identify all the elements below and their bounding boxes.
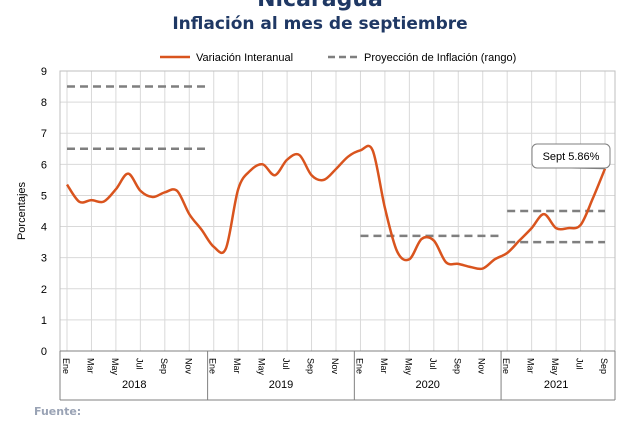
year-label: 2020 [415, 379, 439, 391]
year-label: 2021 [544, 379, 568, 391]
x-tick-label: Mar [85, 358, 95, 374]
x-tick-label: Ene [501, 358, 511, 374]
x-tick-label: May [257, 358, 267, 376]
source-label: Fuente: [34, 405, 82, 418]
y-tick-label: 4 [41, 222, 47, 234]
x-tick-label: Nov [183, 358, 193, 375]
x-tick-label: Nov [477, 358, 487, 375]
y-tick-label: 3 [41, 253, 47, 265]
y-axis-label: Porcentajes [16, 181, 28, 240]
x-tick-label: Sep [306, 358, 316, 374]
y-tick-label: 9 [41, 66, 47, 78]
series-layer [65, 144, 607, 271]
x-tick-label: Mar [379, 358, 389, 374]
annotation-layer: Sept 5.86% [531, 143, 611, 170]
y-tick-label: 5 [41, 190, 47, 202]
x-tick-label: Sep [599, 358, 609, 374]
legend-label-proyeccion: Proyección de Inflación (rango) [364, 52, 516, 64]
y-tick-label: 1 [41, 315, 47, 327]
x-tick-label: Ene [354, 358, 364, 374]
x-tick-label: Ene [208, 358, 218, 374]
x-tick-label: Nov [330, 358, 340, 375]
y-tick-label: 6 [41, 159, 47, 171]
y-tick-label: 8 [41, 97, 47, 109]
series-line-variacion-interanual [65, 144, 607, 271]
grid-layer [59, 70, 616, 352]
x-tick-label: Ene [61, 358, 71, 374]
annotation-leader [570, 167, 606, 170]
x-tick-label: Jul [281, 358, 291, 370]
y-tick-label: 2 [41, 284, 47, 296]
page-top-title: Nicaragua [0, 0, 640, 12]
legend: Variación Interanual Proyección de Inflac… [160, 52, 516, 64]
x-tick-label: Sep [159, 358, 169, 374]
year-label: 2019 [269, 379, 293, 391]
x-tick-label: Jul [428, 358, 438, 370]
annotation-label: Sept 5.86% [543, 151, 600, 163]
y-tick-label: 7 [41, 128, 47, 140]
year-label: 2018 [122, 379, 146, 391]
chart-title: Inflación al mes de septiembre [172, 14, 468, 34]
axis-layer: 0 1 2 3 4 5 6 7 8 9 Porcentajes Ene Mar May Jul Sep Nov E… [16, 66, 616, 401]
x-tick-label: Mar [232, 358, 242, 374]
x-tick-label: May [110, 358, 120, 376]
x-tick-label: Mar [526, 358, 536, 374]
x-tick-label: Sep [452, 358, 462, 374]
y-tick-label: 0 [41, 346, 47, 358]
x-tick-label: May [403, 358, 413, 376]
x-tick-label: Jul [134, 358, 144, 370]
legend-label-variacion: Variación Interanual [196, 52, 293, 64]
x-tick-label: May [550, 358, 560, 376]
x-tick-label: Jul [575, 358, 585, 370]
